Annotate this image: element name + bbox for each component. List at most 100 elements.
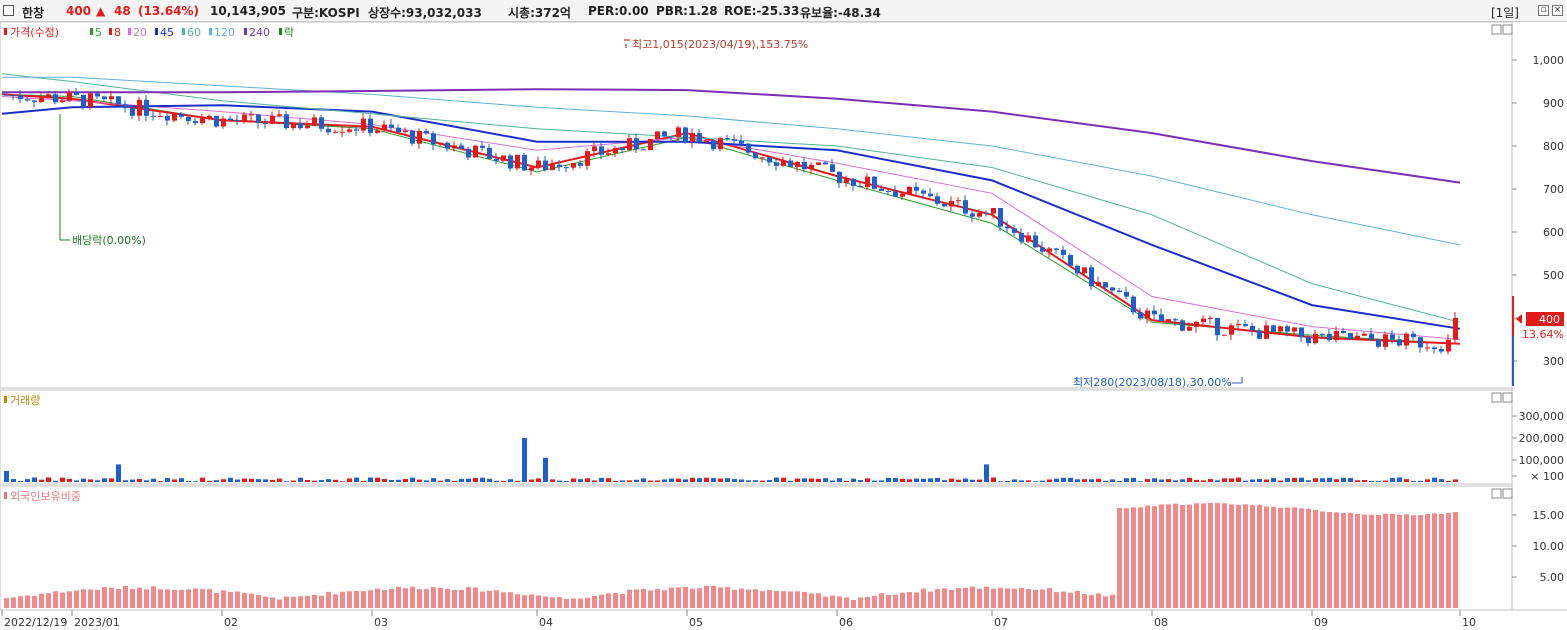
candle-body (67, 91, 72, 101)
foreign-bar (270, 597, 275, 608)
foreign-bar (1334, 512, 1339, 608)
foreign-bar (501, 592, 506, 608)
volume-bar (571, 478, 576, 482)
x-tick: 02 (224, 616, 238, 629)
foreign-bar (1145, 505, 1150, 608)
foreign-bar (1376, 514, 1381, 608)
candle-body (1397, 339, 1402, 346)
volume-bar (1152, 478, 1157, 482)
candle-body (60, 100, 65, 103)
volume-bar (1201, 480, 1206, 482)
foreign-bar (1194, 503, 1199, 608)
select-checkbox[interactable] (3, 5, 14, 16)
candle-body (25, 99, 30, 101)
up-arrow-icon: ▲ (96, 4, 106, 18)
foreign-bar (1236, 504, 1241, 608)
candle-body (333, 131, 338, 133)
foreign-bar (1089, 595, 1094, 608)
foreign-bar (1005, 588, 1010, 608)
foreign-bar (536, 595, 541, 608)
foreign-bar (557, 597, 562, 608)
volume-bar (851, 478, 856, 482)
volume-bar (403, 478, 408, 482)
period-selector[interactable]: [1일] (1490, 6, 1519, 20)
candle-body (375, 130, 380, 133)
foreign-panel-buttons[interactable] (1491, 488, 1513, 499)
volume-bar (1292, 477, 1297, 482)
foreign-bar (550, 597, 555, 608)
price-panel-buttons[interactable] (1491, 24, 1513, 35)
volume-bar (1446, 480, 1451, 482)
volume-bar (704, 477, 709, 482)
foreign-bar (585, 597, 590, 608)
candle-body (592, 146, 597, 152)
candle-body (1173, 319, 1178, 321)
volume-bar (459, 478, 464, 482)
volume-y-tick: × 100 (1530, 470, 1564, 483)
foreign-bar (368, 590, 373, 608)
candle-body (1250, 325, 1255, 331)
foreign-bar (851, 599, 856, 608)
volume-bar (550, 479, 555, 482)
candle-body (1215, 317, 1220, 336)
volume-legend-title: 거래량 (10, 394, 40, 407)
foreign-bar (739, 588, 744, 608)
candle-body (354, 129, 359, 131)
low-note: 최저280(2023/08/18),30.00% (1073, 376, 1232, 389)
volume-bar (368, 477, 373, 482)
candle-body (32, 100, 37, 102)
volume-bar (137, 479, 142, 482)
volume-bar (11, 479, 16, 482)
per-value: PER:0.00 (588, 4, 649, 18)
volume-bar (1124, 478, 1129, 482)
volume-bar (165, 478, 170, 482)
restore-icon[interactable]: ▫ (1538, 5, 1549, 16)
candle-body (1040, 247, 1045, 252)
candle-body (95, 93, 100, 97)
foreign-bar (172, 589, 177, 608)
candle-body (1264, 325, 1269, 339)
foreign-bar (102, 587, 107, 608)
candle-body (242, 114, 247, 121)
volume-panel-buttons[interactable] (1491, 392, 1513, 403)
foreign-bar (767, 590, 772, 608)
foreign-bar (907, 592, 912, 608)
foreign-bar (60, 592, 65, 608)
volume-bar (1397, 477, 1402, 482)
volume-bar (1215, 480, 1220, 482)
candle-body (389, 124, 394, 128)
volume-bar (326, 479, 331, 482)
high-note: 최고1,015(2023/04/19),153.75% (632, 38, 808, 51)
foreign-bar (39, 593, 44, 608)
x-tick: 06 (839, 616, 853, 629)
chart-area[interactable]: 가격(수정) 5 8 20 45 60 120 240 락 거래량 외국인보유비중 1,000… (0, 22, 1567, 630)
candle-body (844, 178, 849, 183)
volume-bar (333, 479, 338, 482)
volume-bar (732, 478, 737, 482)
foreign-bar (389, 588, 394, 608)
candle-body (725, 138, 730, 140)
legend-ma-7: 락 (284, 26, 294, 39)
candle-body (368, 118, 373, 133)
foreign-bar (480, 591, 485, 608)
x-tick: 07 (994, 616, 1008, 629)
candle-body (662, 131, 667, 137)
reserve-ratio: 유보율:-48.34 (800, 6, 881, 20)
close-icon[interactable]: × (1552, 5, 1563, 16)
legend-ma-3: 45 (160, 26, 174, 39)
foreign-bar (1229, 504, 1234, 608)
foreign-bar (305, 596, 310, 608)
candle-body (81, 94, 86, 108)
foreign-bar (158, 589, 163, 608)
foreign-bar (1257, 504, 1262, 608)
foreign-bar (452, 590, 457, 608)
volume-bar (1082, 479, 1087, 482)
foreign-bars (4, 502, 1458, 608)
volume-bar (473, 478, 478, 482)
foreign-bar (1271, 506, 1276, 608)
volume-bar (1110, 479, 1115, 482)
x-tick: 03 (374, 616, 388, 629)
candle-body (158, 115, 163, 117)
volume-bar (907, 479, 912, 482)
volume-bar (81, 478, 86, 482)
